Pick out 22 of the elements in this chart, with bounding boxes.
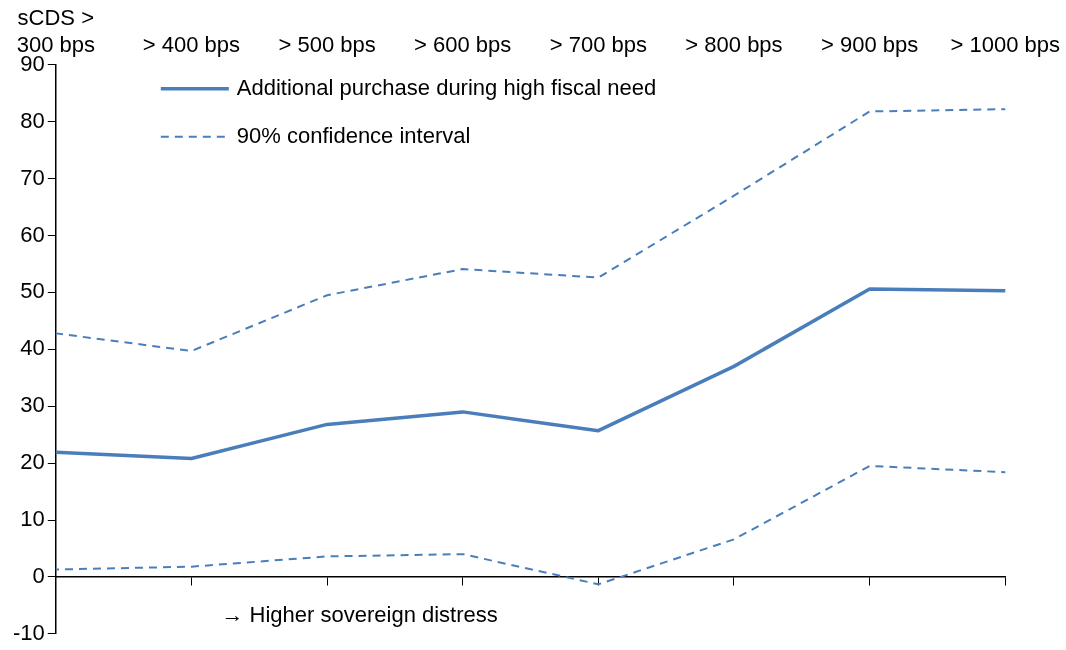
y-tick-label: 60 [20, 221, 45, 247]
x-tick-label: sCDS > 300 bps [16, 5, 95, 57]
x-tick-label: > 500 bps [278, 31, 376, 57]
y-tick-label: 40 [20, 335, 45, 361]
y-tick-label: 80 [20, 107, 45, 133]
legend-label: 90% confidence interval [236, 122, 471, 148]
y-tick-label: 50 [20, 278, 45, 304]
annotation: → Higher sovereign distress [221, 601, 498, 627]
x-tick-label: > 700 bps [549, 31, 647, 57]
x-tick-label: > 800 bps [685, 31, 783, 57]
y-tick-label: -10 [13, 619, 45, 645]
legend-label: Additional purchase during high fiscal need [236, 74, 657, 100]
y-tick-label: 30 [20, 392, 45, 418]
x-tick-label: > 400 bps [142, 31, 241, 57]
x-tick-label: > 600 bps [414, 31, 512, 57]
x-tick-label: > 900 bps [821, 31, 919, 57]
line-series [54, 108, 1007, 353]
y-tick-label: 10 [20, 506, 45, 532]
x-tick-label: > 1000 bps [950, 31, 1060, 57]
y-tick-label: 70 [20, 164, 45, 190]
y-tick-label: 20 [20, 449, 45, 475]
y-tick-label: 0 [32, 562, 45, 588]
